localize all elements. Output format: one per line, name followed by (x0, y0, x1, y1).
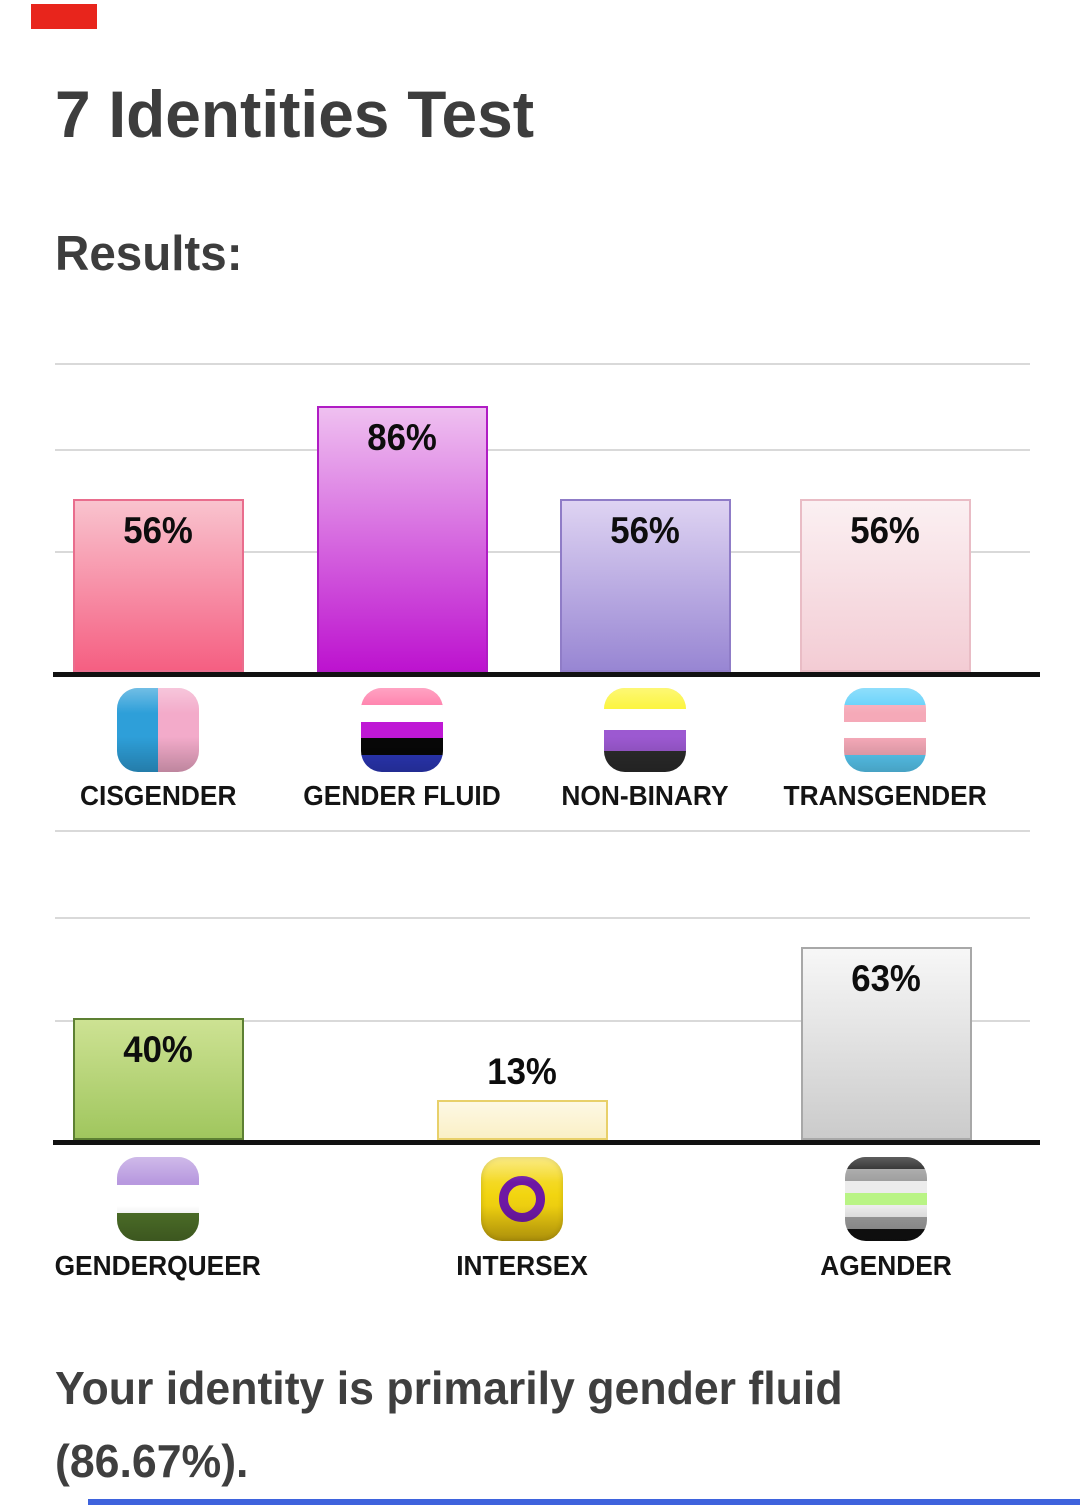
flag-stripe (845, 1193, 927, 1205)
bar-transgender: 56% (800, 499, 971, 672)
flag-stripe (361, 721, 443, 739)
flag-stripe (604, 688, 686, 709)
bar-cisgender: 56% (73, 499, 244, 672)
flag-stripe (604, 751, 686, 772)
bottom-blue-bar (88, 1499, 1080, 1505)
category-label-intersex: INTERSEX (456, 1250, 588, 1281)
results-heading: Results: (55, 227, 243, 281)
gridline (55, 830, 1030, 832)
bar-value-label: 63% (851, 958, 922, 999)
transgender-flag-icon (844, 688, 926, 772)
conclusion-text: Your identity is primarily gender fluid … (55, 1352, 1006, 1498)
flag-stripe (604, 730, 686, 751)
genderqueer-flag-icon (117, 1157, 199, 1241)
category-label-cisgender: CISGENDER (79, 780, 237, 811)
gridline (55, 551, 1030, 553)
flag-stripe (845, 1217, 927, 1229)
cisgender-flag-icon (117, 688, 199, 772)
conclusion-line-2: (86.67%). (55, 1435, 249, 1487)
non-binary-flag-icon (604, 688, 686, 772)
flag-stripe (117, 1213, 199, 1241)
category-label-transgender: TRANSGENDER (783, 780, 987, 811)
bar-value-label: 40% (123, 1029, 194, 1070)
intersex-ring (499, 1176, 545, 1222)
x-axis-line (53, 672, 1040, 677)
page-title: 7 Identities Test (55, 77, 535, 151)
flag-stripe (361, 688, 443, 705)
category-label-agender: AGENDER (820, 1250, 952, 1281)
flag-stripe (158, 688, 199, 772)
category-label-genderqueer: GENDERQUEER (54, 1250, 262, 1281)
gridline (55, 1020, 1030, 1022)
bar-value-label: 86% (367, 417, 438, 458)
top-left-red-marker (31, 4, 97, 29)
bar-non-binary: 56% (560, 499, 731, 672)
bar-gender-fluid: 86% (317, 406, 488, 672)
flag-stripe (117, 688, 158, 772)
gridline (55, 917, 1030, 919)
gridline (55, 363, 1030, 365)
flag-stripe (844, 721, 926, 739)
category-label-non-binary: NON-BINARY (561, 780, 729, 811)
x-axis-line (53, 1140, 1040, 1145)
gridline (55, 449, 1030, 451)
flag-stripe (845, 1157, 927, 1169)
agender-flag-icon (845, 1157, 927, 1241)
flag-stripe (844, 738, 926, 756)
bar-value-label: 13% (487, 1051, 557, 1092)
bar-intersex (437, 1100, 608, 1140)
gender-fluid-flag-icon (361, 688, 443, 772)
flag-stripe (845, 1205, 927, 1217)
flag-stripe (845, 1229, 927, 1241)
category-label-gender-fluid: GENDER FLUID (303, 780, 501, 811)
flag-stripe (844, 755, 926, 772)
flag-stripe (844, 688, 926, 705)
flag-stripe (117, 1157, 199, 1185)
bar-agender: 63% (801, 947, 972, 1140)
flag-stripe (844, 704, 926, 722)
flag-stripe (845, 1181, 927, 1193)
flag-stripe (361, 738, 443, 756)
bar-genderqueer: 40% (73, 1018, 244, 1140)
flag-stripe (117, 1185, 199, 1213)
flag-stripe (845, 1169, 927, 1181)
intersex-flag-icon (481, 1157, 563, 1241)
bar-value-label: 56% (610, 510, 681, 551)
flag-stripe (361, 755, 443, 772)
flag-stripe (604, 709, 686, 730)
bar-value-label: 56% (850, 510, 921, 551)
bar-value-label: 56% (123, 510, 194, 551)
flag-stripe (361, 704, 443, 722)
conclusion-line-1: Your identity is primarily gender fluid (55, 1362, 843, 1414)
